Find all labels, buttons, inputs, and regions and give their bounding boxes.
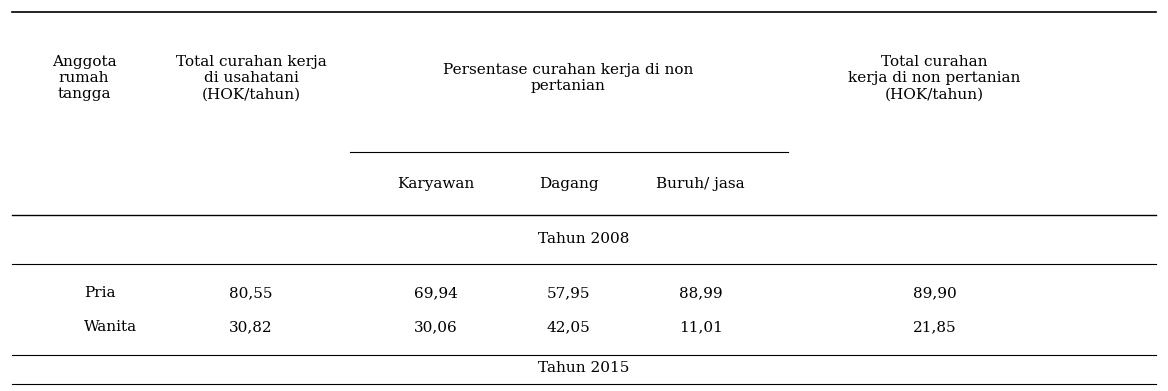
Text: 30,82: 30,82 bbox=[229, 320, 273, 334]
Text: Wanita: Wanita bbox=[84, 320, 137, 334]
Text: Total curahan
kerja di non pertanian
(HOK/tahun): Total curahan kerja di non pertanian (HO… bbox=[848, 55, 1021, 101]
Text: Persentase curahan kerja di non
pertanian: Persentase curahan kerja di non pertania… bbox=[443, 63, 694, 93]
Text: Buruh/ jasa: Buruh/ jasa bbox=[656, 177, 745, 191]
Text: 88,99: 88,99 bbox=[679, 286, 723, 300]
Text: 21,85: 21,85 bbox=[912, 320, 957, 334]
Text: Total curahan kerja
di usahatani
(HOK/tahun): Total curahan kerja di usahatani (HOK/ta… bbox=[175, 55, 327, 101]
Text: Pria: Pria bbox=[84, 286, 116, 300]
Text: Karyawan: Karyawan bbox=[397, 177, 474, 191]
Text: Dagang: Dagang bbox=[538, 177, 599, 191]
Text: Anggota
rumah
tangga: Anggota rumah tangga bbox=[51, 55, 117, 101]
Text: 42,05: 42,05 bbox=[547, 320, 591, 334]
Text: 11,01: 11,01 bbox=[679, 320, 723, 334]
Text: 69,94: 69,94 bbox=[413, 286, 458, 300]
Text: 89,90: 89,90 bbox=[912, 286, 957, 300]
Text: 80,55: 80,55 bbox=[229, 286, 273, 300]
Text: 30,06: 30,06 bbox=[413, 320, 458, 334]
Text: 57,95: 57,95 bbox=[547, 286, 591, 300]
Text: Tahun 2008: Tahun 2008 bbox=[538, 232, 630, 246]
Text: Tahun 2015: Tahun 2015 bbox=[538, 361, 630, 375]
